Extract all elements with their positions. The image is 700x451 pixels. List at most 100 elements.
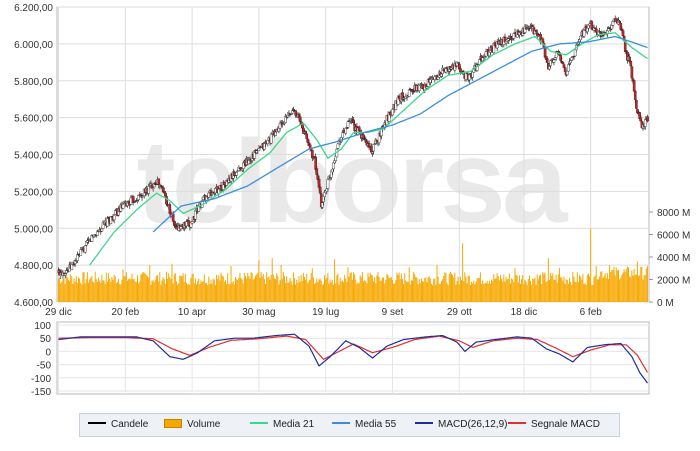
volume-bar xyxy=(259,277,261,302)
volume-bar xyxy=(423,281,425,302)
volume-bar xyxy=(474,284,476,302)
volume-bar xyxy=(300,275,302,302)
candle-body xyxy=(582,30,586,37)
volume-bar xyxy=(582,273,584,302)
volume-bar xyxy=(148,277,150,302)
volume-bar xyxy=(429,278,431,302)
volume-bar xyxy=(415,276,417,302)
volume-bar xyxy=(268,276,270,302)
volume-bar xyxy=(555,274,557,302)
volume-bar xyxy=(256,274,258,302)
candle-body xyxy=(629,60,633,67)
volume-bar xyxy=(545,282,547,302)
volume-bar xyxy=(285,283,287,302)
volume-bar xyxy=(355,279,357,302)
volume-bar xyxy=(482,280,484,302)
candle-body xyxy=(569,60,572,63)
legend-item: MACD(26,12,9) xyxy=(415,414,507,436)
volume-bar xyxy=(309,279,311,302)
candle-body xyxy=(315,168,319,176)
volume-bar xyxy=(320,280,322,302)
volume-bar xyxy=(92,281,94,302)
volume-bar xyxy=(172,283,174,302)
chart-legend: Candele Volume Media 21 Media 55 MACD(26,12,… xyxy=(79,413,620,437)
volume-bar xyxy=(628,267,630,302)
volume-bar xyxy=(179,275,181,302)
volume-bar xyxy=(506,279,508,302)
volume-bar xyxy=(445,273,447,302)
volume-bar xyxy=(469,284,471,302)
volume-bar xyxy=(162,277,164,302)
volume-bar xyxy=(534,277,536,302)
volume-bar xyxy=(140,274,142,302)
legend-swatch xyxy=(250,422,268,425)
volume-bar xyxy=(209,283,211,302)
volume-bar xyxy=(344,275,346,302)
volume-bar xyxy=(111,276,113,302)
candle-body xyxy=(566,70,569,75)
volume-bar xyxy=(620,277,622,302)
volume-bar xyxy=(416,277,418,302)
candle-body xyxy=(129,197,133,205)
volume-bar xyxy=(63,278,65,302)
volume-bar xyxy=(562,280,564,302)
volume-bar xyxy=(602,277,604,302)
volume-bar xyxy=(391,279,393,302)
legend-swatch xyxy=(164,418,182,428)
volume-bar xyxy=(553,279,555,302)
candle-body xyxy=(567,64,570,72)
volume-bar xyxy=(109,278,111,302)
volume-bar xyxy=(169,277,171,302)
volume-bar xyxy=(240,277,242,302)
volume-bar xyxy=(465,277,467,302)
volume-bar xyxy=(239,272,241,302)
volume-bar xyxy=(357,282,359,302)
volume-bar xyxy=(337,273,339,302)
volume-bar xyxy=(373,281,375,302)
volume-bar xyxy=(406,281,408,302)
volume-bar xyxy=(329,279,331,302)
macd-tick-label: -150 xyxy=(31,387,51,398)
candle-body xyxy=(545,58,549,63)
volume-bar xyxy=(605,278,607,302)
volume-bar xyxy=(583,283,585,302)
volume-bar xyxy=(538,275,540,302)
volume-bar xyxy=(328,283,330,302)
volume-bar xyxy=(630,277,632,302)
volume-bar xyxy=(142,272,144,302)
volume-bar xyxy=(458,284,460,302)
volume-bar xyxy=(234,277,236,302)
volume-bar xyxy=(616,270,618,302)
volume-bar xyxy=(443,276,445,302)
volume-bar xyxy=(336,275,338,302)
volume-bar xyxy=(379,280,381,302)
volume-bar xyxy=(287,282,289,302)
volume-bar xyxy=(390,276,392,302)
volume-bar xyxy=(266,271,268,302)
volume-bar xyxy=(363,281,365,302)
volume-bar xyxy=(199,284,201,302)
volume-bar xyxy=(322,284,324,302)
volume-bar xyxy=(353,272,355,302)
volume-bar xyxy=(622,272,624,302)
volume-bar xyxy=(463,281,465,302)
volume-bar xyxy=(246,278,248,302)
volume-bar xyxy=(79,278,81,302)
volume-bar xyxy=(558,268,560,302)
volume-bar xyxy=(342,281,344,302)
volume-bar xyxy=(101,274,103,302)
volume-bar xyxy=(624,271,626,302)
volume-bar xyxy=(144,273,146,302)
volume-bar xyxy=(110,281,112,302)
volume-bar xyxy=(517,282,519,302)
volume-bar xyxy=(567,283,569,302)
volume-bar xyxy=(171,263,173,302)
volume-bar xyxy=(327,272,329,302)
volume-bar xyxy=(472,283,474,302)
volume-bar xyxy=(82,272,84,302)
volume-bar xyxy=(183,282,185,302)
volume-bar xyxy=(377,272,379,302)
volume-bar xyxy=(163,279,165,302)
legend-label: Segnale MACD xyxy=(531,419,600,430)
volume-bar xyxy=(535,284,537,302)
